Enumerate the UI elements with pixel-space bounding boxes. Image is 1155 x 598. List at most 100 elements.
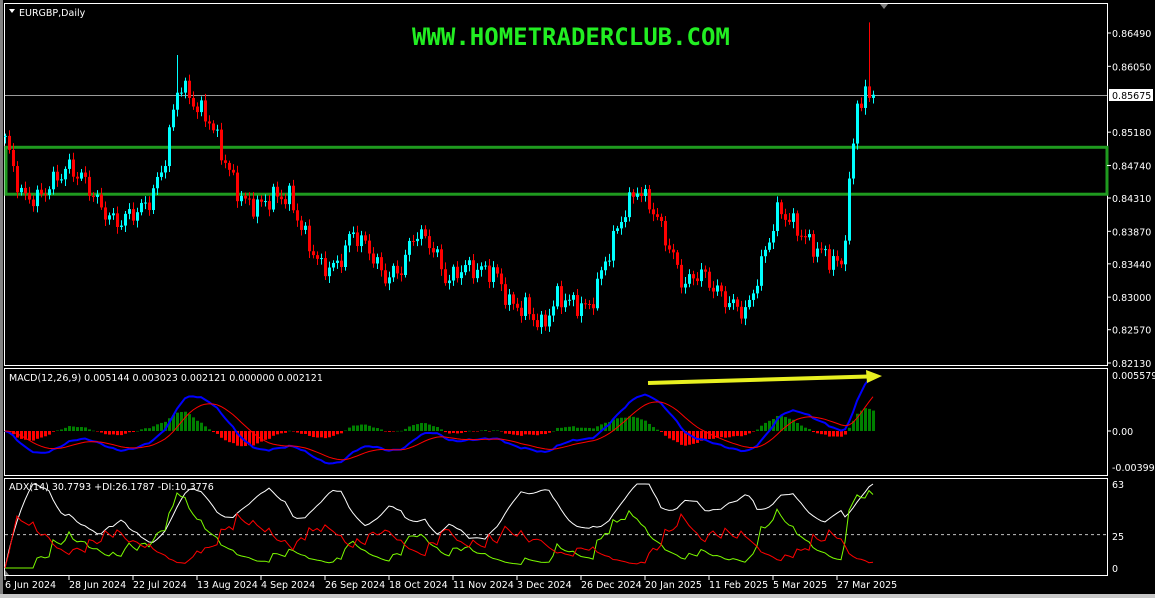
macd-histogram-bar	[520, 431, 523, 436]
candle	[216, 124, 219, 138]
candle-body	[240, 195, 243, 202]
macd-histogram-bar	[744, 431, 747, 436]
candle	[292, 179, 295, 214]
candle	[156, 172, 159, 196]
candle	[444, 262, 447, 286]
chart-title: EURGBP,Daily	[19, 8, 86, 19]
candle-body	[456, 266, 459, 279]
candle	[324, 251, 327, 281]
candle	[544, 310, 547, 331]
macd-histogram-bar	[760, 425, 763, 431]
candle	[380, 252, 383, 277]
candle	[136, 207, 139, 228]
candle	[424, 225, 427, 239]
candle	[212, 120, 215, 134]
trend-arrow	[647, 370, 882, 385]
resistance-zone-box[interactable]	[4, 145, 1109, 196]
candle-body	[532, 314, 535, 321]
candle-body	[696, 278, 699, 282]
macd-histogram-bar	[200, 422, 203, 431]
candle-body	[748, 299, 751, 308]
candle-body	[144, 202, 147, 204]
candle-body	[440, 249, 443, 270]
candle	[516, 297, 519, 312]
candle-body	[88, 176, 91, 196]
candle-body	[288, 185, 291, 205]
candle	[368, 234, 371, 261]
price-tick-label: 0.86050	[1112, 62, 1151, 73]
candle-body	[692, 274, 695, 279]
candle-body	[264, 201, 267, 203]
macd-histogram-bar	[136, 430, 139, 432]
candle	[872, 90, 875, 104]
candle	[864, 79, 867, 115]
candle	[40, 183, 43, 198]
macd-histogram-bar	[680, 431, 683, 445]
chart-menu-triangle-icon[interactable]	[9, 9, 15, 13]
macd-histogram-bar	[88, 429, 91, 431]
candle-body	[644, 189, 647, 196]
macd-histogram-bar	[648, 423, 651, 431]
macd-histogram-bar	[584, 427, 587, 431]
candle	[328, 261, 331, 283]
macd-histogram-bar	[24, 431, 27, 440]
minus-di-line	[4, 512, 874, 569]
macd-histogram-bar	[540, 431, 543, 435]
macd-main-line	[4, 375, 874, 465]
candle-body	[232, 169, 235, 173]
candle	[176, 54, 179, 117]
macd-histogram-bar	[724, 431, 727, 438]
candle	[232, 164, 235, 176]
macd-histogram-bar	[848, 427, 851, 431]
candle-body	[80, 172, 83, 179]
candle-body	[16, 166, 19, 193]
macd-histogram-bar	[588, 427, 591, 431]
candle-body	[560, 286, 563, 308]
candle	[468, 256, 471, 272]
candle	[188, 74, 191, 105]
candle-body	[812, 234, 815, 257]
macd-histogram-bar	[268, 431, 271, 439]
candle	[768, 237, 771, 253]
current-price-label: 0.85675	[1112, 91, 1151, 102]
macd-histogram-bar	[704, 431, 707, 440]
macd-histogram-bar	[756, 429, 759, 431]
candle	[652, 202, 655, 222]
chart-shift-marker-icon[interactable]	[880, 4, 888, 9]
candle	[392, 263, 395, 282]
candle-body	[732, 299, 735, 304]
candle	[636, 187, 639, 200]
candle-body	[548, 315, 551, 327]
macd-histogram-bar	[164, 421, 167, 431]
candle-body	[840, 260, 843, 265]
macd-histogram-bar	[436, 426, 439, 431]
macd-histogram-bar	[796, 422, 799, 431]
date-tick-label: 11 Nov 2024	[453, 580, 514, 591]
candle	[456, 261, 459, 283]
candle	[88, 170, 91, 201]
candle	[268, 194, 271, 217]
candle	[732, 293, 735, 310]
macd-histogram-bar	[492, 430, 495, 431]
macd-histogram-bar	[412, 425, 415, 431]
candle-body	[164, 166, 167, 173]
macd-histogram-bar	[124, 431, 127, 434]
candle	[48, 186, 51, 200]
candle-body	[132, 209, 135, 221]
bottom-edge	[0, 594, 1155, 598]
candle	[436, 246, 439, 258]
macd-histogram-bar	[64, 427, 67, 431]
candle	[100, 187, 103, 210]
candle	[304, 222, 307, 235]
macd-histogram-bar	[700, 431, 703, 441]
macd-histogram-bar	[788, 418, 791, 431]
macd-histogram-bar	[108, 431, 111, 435]
macd-histogram-bar	[640, 419, 643, 431]
candle-body	[460, 272, 463, 279]
candle	[796, 210, 799, 242]
candle	[680, 259, 683, 294]
candle-body	[592, 304, 595, 309]
candle-body	[480, 266, 483, 270]
macd-histogram-bar	[236, 431, 239, 446]
